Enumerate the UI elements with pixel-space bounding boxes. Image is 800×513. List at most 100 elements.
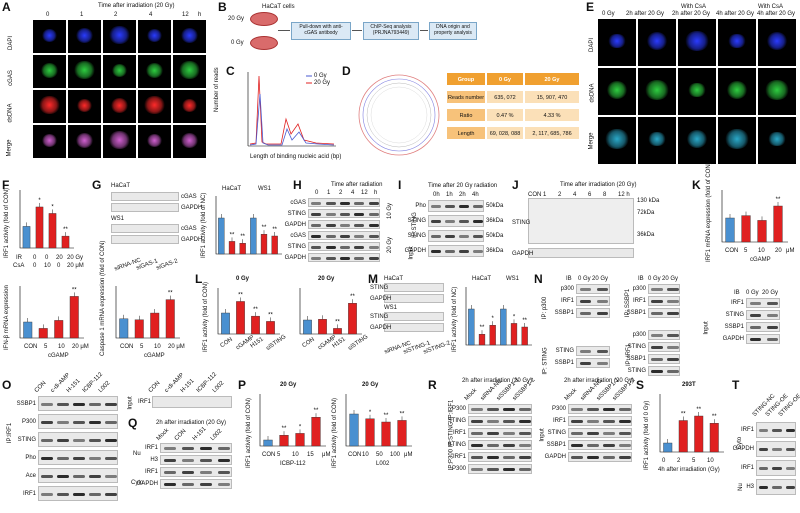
blot-label: SSBP1 bbox=[554, 360, 574, 366]
cell-nucleus bbox=[109, 26, 130, 44]
table-row: Reads number 635, 072 15, 907, 470 bbox=[446, 90, 582, 108]
cell-nucleus bbox=[110, 97, 129, 113]
blot-band bbox=[311, 212, 322, 216]
western-blot-strip bbox=[38, 414, 118, 429]
panel-p-ylabel-2: IRF1 activity (fold of CON) bbox=[332, 397, 338, 468]
lane-label: 1 bbox=[543, 192, 547, 198]
chart-bar bbox=[397, 420, 407, 447]
chart-bar bbox=[69, 296, 79, 339]
panel-letter-q: Q bbox=[128, 416, 138, 430]
panel-g-chart-ws1: WS1 bbox=[258, 186, 272, 192]
panel-r-lanes: Mock siRNA-NC siSSBP1-1 siSSBP1-2 bbox=[464, 377, 537, 402]
blot-band bbox=[311, 234, 322, 238]
cell-nucleus bbox=[179, 61, 200, 79]
blot-band bbox=[619, 408, 631, 411]
western-blot-strip bbox=[756, 422, 796, 438]
blot-band bbox=[487, 432, 499, 435]
western-blot-strip bbox=[576, 358, 610, 368]
blot-label: SSBP1 bbox=[626, 356, 646, 362]
blot-band bbox=[603, 432, 615, 435]
panel-letter-d: D bbox=[342, 64, 351, 78]
blot-band bbox=[89, 492, 101, 496]
blot-band bbox=[89, 456, 101, 460]
blot-band bbox=[579, 312, 592, 315]
western-blot-strip bbox=[568, 416, 632, 426]
panel-r-header: 2h after irradiation (20 Gy) bbox=[462, 378, 533, 384]
significance-label: ** bbox=[335, 319, 340, 325]
panel-letter-s: S bbox=[636, 378, 645, 392]
blot-label: Pho bbox=[25, 454, 36, 461]
panel-k-unit: μM bbox=[786, 248, 795, 254]
arrow-icon bbox=[352, 30, 362, 31]
western-blot-strip bbox=[468, 416, 532, 426]
blot-label: cGAS bbox=[290, 199, 306, 206]
chart-bar bbox=[38, 328, 48, 339]
western-blot-strip bbox=[648, 296, 680, 306]
significance-label: * bbox=[369, 410, 372, 416]
blot-band bbox=[163, 447, 177, 450]
micrograph-tile bbox=[678, 68, 716, 115]
panel-l-xlabels-20gy: CON cGAMP H151 siSTING bbox=[301, 334, 369, 364]
significance-label: * bbox=[491, 316, 494, 322]
blot-band bbox=[368, 245, 379, 249]
panel-b-cells: HaCaT cells bbox=[262, 4, 295, 10]
chart-bar bbox=[694, 415, 704, 453]
micrograph-tile bbox=[173, 55, 206, 88]
blot-label: P300 bbox=[451, 466, 466, 472]
western-blot-strip bbox=[38, 468, 118, 483]
chart-bar bbox=[54, 320, 64, 339]
blot-band bbox=[57, 402, 69, 406]
blot-band bbox=[603, 420, 615, 423]
western-blot-strip bbox=[468, 452, 532, 462]
chart-bar bbox=[119, 318, 129, 339]
chart-bar bbox=[478, 334, 486, 346]
panel-n-ib-3: IB bbox=[734, 290, 740, 296]
panel-h-blots: cGAS STING GAPDH cGAS STING GAPDH bbox=[285, 198, 380, 268]
cell-nucleus bbox=[77, 99, 92, 112]
chart-bar bbox=[333, 328, 342, 335]
blot-band bbox=[163, 459, 177, 462]
blot-band bbox=[785, 486, 795, 489]
panel-b-step-chipseq: ChIP-Seq analysis (PRJNA793449) bbox=[363, 22, 419, 40]
blot-band bbox=[339, 245, 351, 249]
blot-band bbox=[471, 420, 483, 423]
significance-label: ** bbox=[253, 307, 258, 313]
micrograph-tile bbox=[598, 19, 636, 66]
significance-label: ** bbox=[230, 232, 235, 238]
blot-band bbox=[368, 223, 379, 227]
panel-q-cyto: Cyto bbox=[131, 480, 144, 486]
panel-a-col-3: 4 bbox=[149, 12, 153, 18]
micrograph-tile bbox=[598, 68, 636, 115]
blot-band bbox=[785, 448, 795, 451]
x-tick-label: 0 bbox=[662, 458, 666, 464]
panel-letter-j: J bbox=[512, 178, 519, 192]
blot-band bbox=[181, 471, 195, 474]
panel-n-blots-ssbp1: p300 IRF1 SSBP1 bbox=[627, 284, 680, 320]
panel-p-xlabels-icbp: CON 5 10 15 μM ICBP-112 bbox=[262, 452, 336, 470]
cell-nucleus bbox=[766, 32, 788, 50]
panel-n-blots-sting: STING SSBP1 bbox=[555, 346, 610, 370]
blot-band bbox=[181, 447, 195, 450]
blot-band bbox=[199, 447, 213, 450]
panel-letter-a: A bbox=[2, 0, 11, 14]
blot-band bbox=[354, 201, 365, 205]
blot-band bbox=[57, 420, 69, 424]
blot-band bbox=[41, 456, 53, 460]
panel-r-blots: P300 STING IRF1 STING IRF1 P300 bbox=[448, 404, 532, 480]
blot-band bbox=[73, 420, 85, 424]
panel-s-ylabel: IRF1 activity (fold of 0 Gy) bbox=[644, 400, 650, 470]
table-header-cell: Group bbox=[446, 72, 486, 86]
panel-a-col-2: 2 bbox=[114, 12, 118, 18]
blot-band bbox=[503, 432, 515, 435]
panel-k-x: 10 bbox=[758, 248, 765, 254]
panel-p-chart-l002: *** ** bbox=[345, 394, 412, 447]
cell-nucleus bbox=[42, 134, 57, 147]
significance-label: ** bbox=[400, 411, 405, 417]
blot-band bbox=[41, 402, 53, 406]
blot-label: GAPDH bbox=[136, 481, 158, 487]
blot-label: cGAS bbox=[290, 232, 306, 239]
x-tick-label: CON bbox=[262, 452, 276, 458]
x-tick-label: μM bbox=[322, 452, 331, 458]
chart-bar bbox=[318, 319, 327, 335]
western-blot-strip bbox=[576, 284, 610, 294]
